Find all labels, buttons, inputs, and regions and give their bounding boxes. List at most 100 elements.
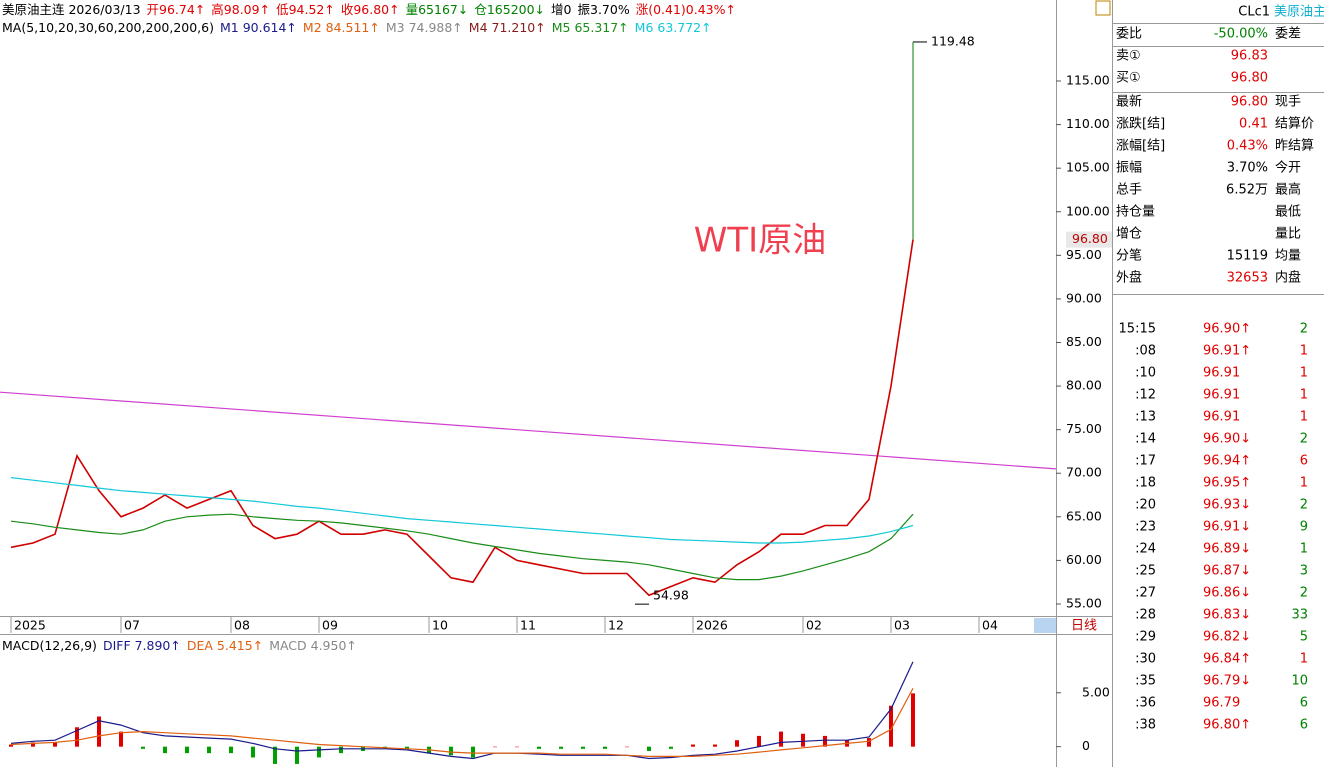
tick-price: 96.80↑	[1203, 718, 1251, 733]
macd-bar	[295, 746, 299, 764]
macd-bar	[9, 744, 13, 747]
moving-average	[10, 513, 914, 581]
header-item: M1 90.614↑	[220, 20, 297, 35]
header-item: 增0	[551, 2, 572, 17]
quote-label: 持仓量	[1116, 205, 1155, 220]
tick-time: :12	[1135, 388, 1156, 403]
tick-volume: 6	[1300, 718, 1308, 733]
settings-icon[interactable]	[1095, 0, 1111, 16]
macd-line	[10, 688, 914, 757]
tick-volume: 33	[1291, 608, 1308, 623]
tick-time: :24	[1135, 542, 1156, 557]
macd-bar	[493, 746, 497, 748]
tick-price: 96.94↑	[1203, 454, 1251, 469]
high-label: 119.48	[931, 33, 975, 48]
quote-label: 增仓	[1116, 227, 1142, 242]
tick-time: :18	[1135, 476, 1156, 491]
x-tick-label: 2026	[696, 618, 728, 633]
panel-name: 美原油主连	[1274, 4, 1324, 20]
tick-price: 96.79↓	[1203, 674, 1251, 689]
quote-label: 振幅	[1116, 161, 1142, 176]
tick-volume: 5	[1300, 630, 1308, 645]
quote-right: 现手	[1275, 95, 1301, 110]
x-tick-label: 12	[608, 618, 624, 633]
header-item: MACD 4.950↑	[269, 638, 357, 653]
tick-volume: 6	[1300, 454, 1308, 469]
tick-time: :13	[1135, 410, 1156, 425]
quote-value: 6.52万	[1226, 183, 1268, 198]
quote-label: 总手	[1116, 183, 1142, 198]
tick-volume: 3	[1300, 564, 1308, 579]
macd-bar	[779, 731, 783, 747]
y-tick-label: 65.00	[1066, 508, 1102, 523]
header-item: DIFF 7.890↑	[103, 638, 181, 653]
tick-price: 96.83↓	[1203, 608, 1251, 623]
macd-bar	[97, 716, 101, 747]
tick-time: :10	[1135, 366, 1156, 381]
macd-bar	[339, 746, 343, 754]
tick-time: :38	[1135, 718, 1156, 733]
macd-bar	[405, 746, 409, 749]
quote-label: 分笔	[1116, 248, 1142, 264]
header-item: M2 84.511↑	[303, 20, 380, 35]
quote-value: 96.83	[1231, 49, 1268, 64]
quote-label: 委比	[1116, 27, 1142, 42]
tick-volume: 1	[1300, 388, 1308, 403]
header-item: 收96.80↑	[341, 2, 400, 17]
quote-value: 15119	[1227, 249, 1268, 264]
tick-price: 96.79	[1203, 696, 1240, 711]
macd-bar	[603, 746, 607, 749]
macd-bar	[53, 742, 57, 747]
tick-time: :20	[1135, 498, 1156, 513]
period-label[interactable]: 日线	[1071, 619, 1097, 634]
macd-bar	[31, 742, 35, 747]
quote-value: 96.80	[1231, 95, 1268, 110]
x-tick-label: 09	[322, 618, 338, 633]
tick-time: :08	[1135, 344, 1156, 359]
tick-price: 96.95↑	[1203, 476, 1251, 491]
tick-price: 96.84↑	[1203, 652, 1251, 667]
x-tick-label: 08	[234, 618, 250, 633]
quote-label: 卖①	[1116, 49, 1141, 64]
header-item: M3 74.988↑	[386, 20, 463, 35]
tick-volume: 1	[1300, 410, 1308, 425]
scroll-tab[interactable]	[1034, 618, 1056, 633]
tick-price: 96.82↓	[1203, 630, 1251, 645]
macd-bar	[163, 746, 167, 754]
tick-time: :25	[1135, 564, 1156, 579]
header-item: 仓165200↓	[474, 2, 545, 17]
macd-bar	[75, 727, 79, 747]
macd-bar	[911, 693, 915, 747]
tick-price: 96.90↑	[1203, 322, 1251, 337]
tick-price: 96.93↓	[1203, 498, 1251, 513]
macd-bar	[559, 746, 563, 749]
macd-bar	[471, 746, 475, 758]
quote-value: 0.41	[1239, 117, 1268, 132]
y-tick-label: 90.00	[1066, 290, 1102, 305]
macd-bar	[867, 738, 871, 747]
macd-line	[10, 661, 914, 760]
x-tick-label: 03	[894, 618, 910, 633]
trendline	[0, 391, 1057, 470]
tick-time: :29	[1135, 630, 1156, 645]
tick-time: :14	[1135, 432, 1156, 447]
macd-bar	[801, 733, 805, 747]
quote-right: 结算价	[1275, 117, 1314, 132]
tick-price: 96.90↓	[1203, 432, 1251, 447]
macd-bar	[251, 746, 255, 758]
header-line: MA(5,10,20,30,60,200,200,200,6) M1 90.614…	[2, 20, 712, 35]
quote-right: 昨结算	[1275, 139, 1314, 154]
macd-bar	[669, 746, 673, 749]
last-price-label: 96.80	[1072, 231, 1108, 246]
tick-price: 96.91↑	[1203, 344, 1251, 359]
header-item: 美原油主连 2026/03/13	[2, 2, 141, 17]
tick-volume: 1	[1300, 542, 1308, 557]
macd-bar	[449, 746, 453, 756]
header-item: 振3.70%	[578, 2, 630, 17]
tick-time: :23	[1135, 520, 1156, 535]
macd-bar	[713, 744, 717, 747]
macd-bar	[823, 735, 827, 747]
header-item: DEA 5.415↑	[187, 638, 263, 653]
annotation: WTI原油	[694, 221, 826, 261]
tick-volume: 1	[1300, 476, 1308, 491]
